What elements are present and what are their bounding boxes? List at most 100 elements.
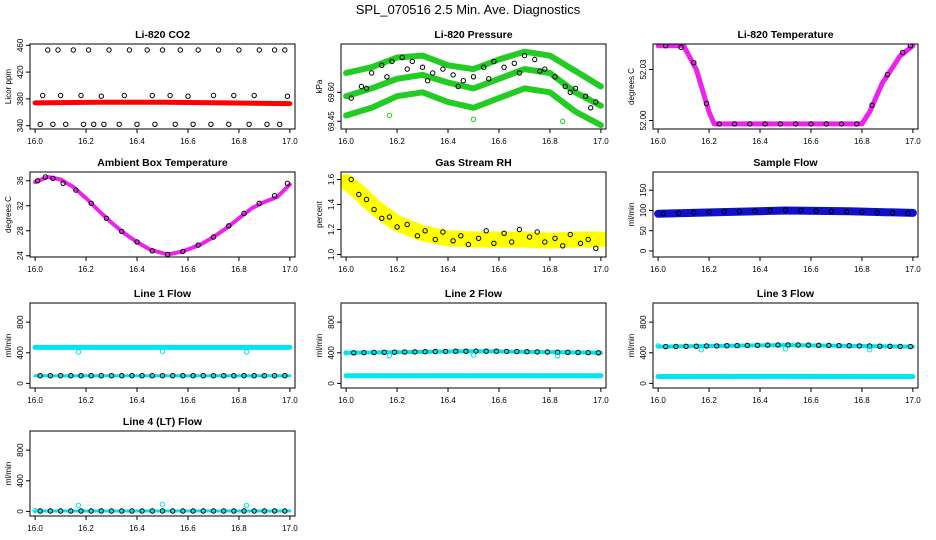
data-point (60, 180, 66, 187)
data-point (361, 349, 367, 356)
data-point (874, 209, 880, 216)
data-point (88, 200, 94, 207)
data-point (78, 373, 84, 379)
x-tick-label: 16.6 (803, 396, 819, 405)
data-point (108, 508, 115, 514)
data-point (866, 343, 873, 349)
data-point (562, 83, 568, 90)
panel-gas-stream-rh: Gas Stream RH 16.0 16.2 16.4 16.6 16.8 17.0 1.0… (315, 157, 609, 274)
y-axis-label: ml/min (4, 462, 13, 486)
panel-line-2-flow: Line 2 Flow 16.0 16.2 16.4 16.6 16.8 17.0 0 400 8… (315, 288, 609, 405)
data-point (282, 373, 288, 379)
data-point (159, 508, 166, 514)
y-axis-label: ml/min (627, 203, 636, 227)
data-point (554, 349, 561, 355)
data-point (356, 191, 362, 198)
y-tick-label: 69.60 (327, 82, 336, 103)
data-point (55, 47, 61, 53)
data-point (282, 508, 288, 514)
data-point (483, 228, 489, 234)
data-point (91, 121, 97, 128)
x-tick-label: 16.2 (701, 396, 717, 405)
y-axis-label: ml/min (627, 334, 636, 358)
data-point (70, 47, 77, 53)
y-tick-label: 52.03 (639, 59, 648, 80)
y-axis-label: ml/min (315, 334, 324, 358)
data-point (585, 236, 591, 243)
data-point (88, 373, 94, 379)
data-point (905, 210, 911, 217)
data-point (284, 180, 291, 187)
data-point (542, 66, 548, 72)
data-point (663, 44, 669, 49)
data-point (716, 121, 722, 127)
data-point (159, 501, 166, 508)
data-point (190, 121, 196, 128)
data-point (844, 209, 850, 215)
data-point (210, 234, 217, 240)
panel-title: Li-820 Temperature (737, 29, 833, 41)
x-tick-label: 16.4 (752, 265, 768, 274)
data-point (585, 349, 591, 356)
x-tick-label: 17.0 (593, 265, 609, 274)
data-point (80, 121, 87, 128)
data-point (98, 373, 105, 379)
plot-area (343, 48, 604, 129)
data-point (384, 74, 390, 80)
data-point (251, 508, 257, 514)
plot-area (32, 501, 292, 514)
data-point (808, 121, 814, 127)
data-point (73, 187, 79, 193)
data-point (567, 89, 573, 96)
series-band (341, 174, 606, 249)
x-tick-label: 16.0 (338, 396, 354, 405)
data-point (241, 210, 247, 217)
data-point (744, 342, 750, 349)
data-point (256, 200, 262, 207)
data-point (149, 373, 156, 379)
x-tick-label: 17.0 (905, 265, 921, 274)
data-point (57, 92, 64, 99)
y-axis-label: percent (315, 200, 324, 227)
plot-area (33, 174, 292, 257)
data-point (348, 176, 354, 183)
data-point (106, 47, 112, 53)
data-point (907, 343, 914, 350)
data-point (363, 85, 370, 92)
data-point (394, 224, 400, 230)
data-point (734, 342, 740, 349)
y-tick-label: 400 (327, 346, 336, 360)
data-point (588, 105, 594, 111)
data-point (542, 239, 548, 245)
data-point (526, 234, 533, 240)
data-point (62, 121, 69, 128)
data-point (149, 248, 156, 254)
data-point (37, 373, 43, 379)
data-point (159, 47, 166, 53)
data-point (534, 229, 540, 235)
data-point (167, 92, 173, 99)
y-tick-label: 340 (16, 118, 25, 132)
data-point (386, 353, 393, 359)
data-point (473, 348, 479, 354)
data-point (243, 502, 250, 508)
data-point (208, 121, 214, 128)
data-point (703, 343, 710, 349)
data-point (465, 241, 472, 248)
data-point (343, 350, 349, 356)
data-point (386, 112, 393, 119)
data-point (767, 207, 773, 214)
y-axis-label: ml/min (4, 334, 13, 358)
series-band (343, 48, 604, 90)
plot-frame (340, 302, 607, 389)
data-point (560, 243, 566, 249)
data-point (544, 349, 551, 355)
data-point (731, 121, 738, 127)
data-point (754, 342, 761, 348)
data-point (271, 373, 278, 379)
data-point (869, 102, 875, 108)
data-point (134, 121, 140, 128)
plot-frame (29, 302, 296, 389)
data-point (483, 348, 489, 354)
x-tick-label: 17.0 (282, 137, 298, 146)
